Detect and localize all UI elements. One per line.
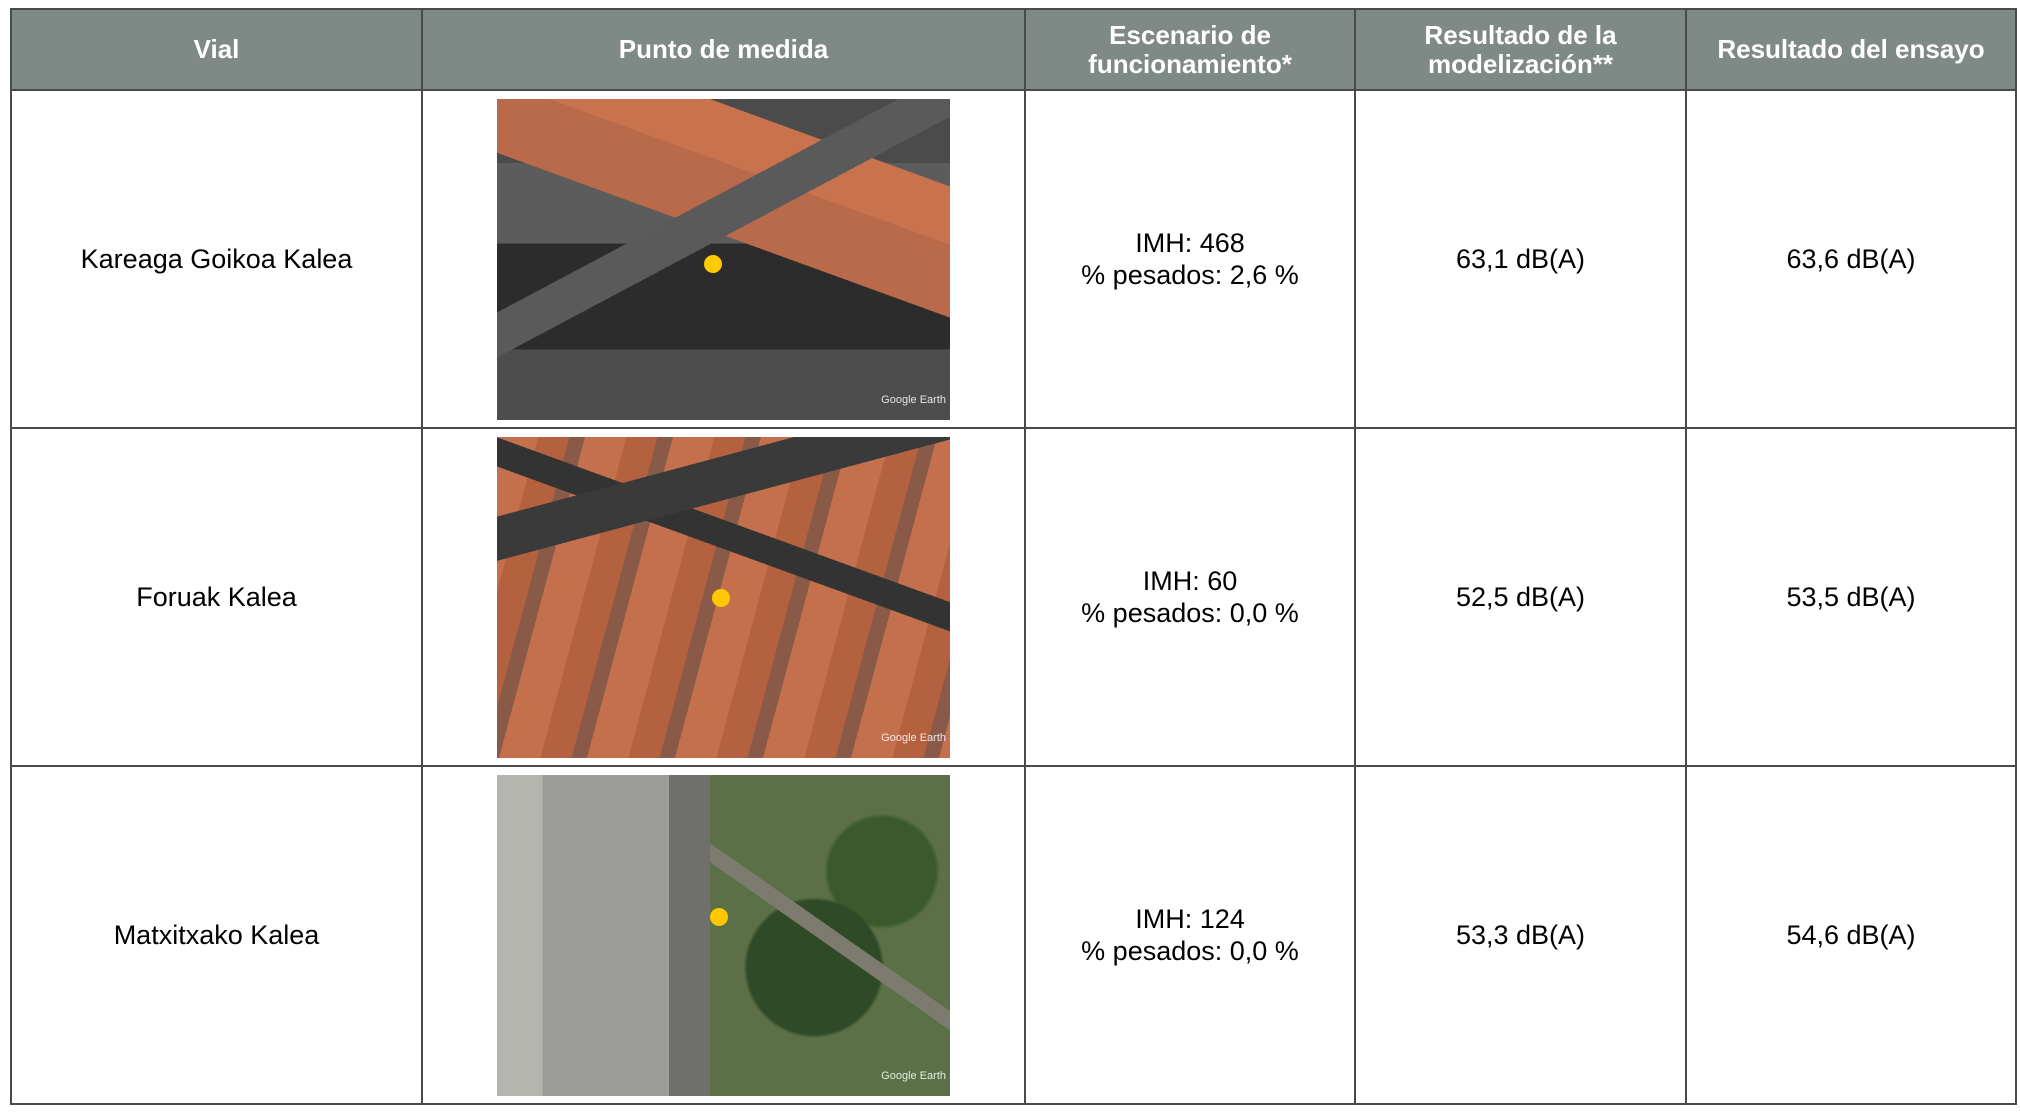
- header-cell: Escenario de funcionamiento*: [1024, 8, 1356, 91]
- image-credit: Google Earth: [881, 393, 946, 406]
- ensayo-cell: 54,6 dB(A): [1685, 765, 2017, 1105]
- escenario-line: % pesados: 2,6 %: [1081, 260, 1299, 290]
- image-credit: Google Earth: [881, 1069, 946, 1082]
- image-cell: Google Earth: [421, 427, 1026, 767]
- escenario-cell: IMH: 468% pesados: 2,6 %: [1024, 89, 1356, 429]
- aerial-image: Google Earth: [497, 436, 950, 758]
- measure-point: [710, 907, 728, 926]
- results-table: Vial Punto de medida Escenario de funciona…: [10, 8, 2017, 1105]
- vial-cell: Foruak Kalea: [10, 427, 423, 767]
- image-credit: Google Earth: [881, 731, 946, 744]
- modelizacion-cell: 63,1 dB(A): [1354, 89, 1687, 429]
- image-cell: Google Earth: [421, 765, 1026, 1105]
- escenario-cell: IMH: 60% pesados: 0,0 %: [1024, 427, 1356, 767]
- escenario-cell: IMH: 124% pesados: 0,0 %: [1024, 765, 1356, 1105]
- header-row: Vial Punto de medida Escenario de funciona…: [10, 8, 2017, 91]
- escenario-line: IMH: 124: [1135, 904, 1245, 934]
- table-body: Kareaga Goikoa Kalea Google Earth IMH: 468…: [10, 89, 2017, 1105]
- header-cell: Punto de medida: [421, 8, 1026, 91]
- table-row: Foruak Kalea Google Earth IMH: 60% pesados…: [10, 427, 2017, 767]
- ensayo-cell: 63,6 dB(A): [1685, 89, 2017, 429]
- measure-point: [704, 254, 722, 273]
- measure-point: [712, 588, 730, 607]
- aerial-image: Google Earth: [497, 774, 950, 1096]
- ensayo-cell: 53,5 dB(A): [1685, 427, 2017, 767]
- escenario-line: % pesados: 0,0 %: [1081, 936, 1299, 966]
- escenario-line: % pesados: 0,0 %: [1081, 598, 1299, 628]
- escenario-line: IMH: 468: [1135, 228, 1245, 258]
- modelizacion-cell: 53,3 dB(A): [1354, 765, 1687, 1105]
- table-row: Kareaga Goikoa Kalea Google Earth IMH: 468…: [10, 89, 2017, 429]
- header-cell: Resultado de la modelización**: [1354, 8, 1687, 91]
- header-cell: Vial: [10, 8, 423, 91]
- modelizacion-cell: 52,5 dB(A): [1354, 427, 1687, 767]
- header-cell: Resultado del ensayo: [1685, 8, 2017, 91]
- escenario-line: IMH: 60: [1142, 566, 1238, 596]
- vial-cell: Kareaga Goikoa Kalea: [10, 89, 423, 429]
- image-cell: Google Earth: [421, 89, 1026, 429]
- aerial-image: Google Earth: [497, 98, 950, 420]
- vial-cell: Matxitxako Kalea: [10, 765, 423, 1105]
- table-row: Matxitxako Kalea Google Earth IMH: 124% pe…: [10, 765, 2017, 1105]
